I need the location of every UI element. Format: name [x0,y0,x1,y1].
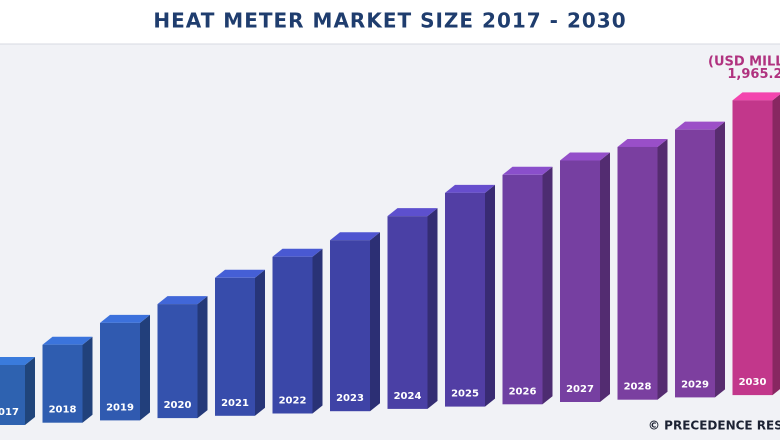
header-band [0,0,780,44]
bar-side [197,296,208,419]
bar-top [272,248,323,257]
bar-top [560,152,610,161]
bar [215,277,255,416]
bar-top [330,232,380,241]
bar [732,100,773,396]
bar-side [427,208,438,409]
bar-top [617,138,668,147]
bar [675,129,715,398]
bar-side [370,232,380,412]
x-tick-label: 2027 [566,384,594,395]
bar-top [675,121,725,130]
bar-top [502,166,553,175]
x-tick-label: 2029 [681,379,709,390]
bar-top [157,296,208,305]
x-tick-label: 2028 [624,382,652,393]
bar [502,174,543,405]
x-tick-label: 2025 [451,389,479,400]
x-tick-label: 2021 [221,398,249,409]
x-tick-label: 2026 [509,386,537,397]
bar-top [100,314,150,323]
bar-side [485,184,495,407]
bar-side [25,357,35,425]
chart-title: HEAT METER MARKET SIZE 2017 - 2030 [153,9,626,33]
bar-top [732,92,780,101]
bar-side [255,269,265,416]
bar-side [82,336,93,423]
bar-side [657,138,668,400]
bar [617,146,658,400]
x-tick-label: 2020 [164,400,192,411]
bar-side [600,152,610,402]
source-credit: © PRECEDENCE RES [648,419,780,433]
x-tick-label: 2024 [394,391,422,402]
x-tick-label: 2018 [49,405,77,416]
bar-top [387,208,438,217]
bar-top [0,357,35,365]
bar [330,240,370,412]
x-tick-label: 2030 [739,377,767,388]
unit-label: (USD MILLIO [708,55,780,70]
bar-top [445,184,495,193]
bar [445,192,485,407]
bar [387,216,428,409]
bar-side [140,314,150,421]
x-tick-label: 2023 [336,393,364,404]
bar [272,256,313,414]
value-label: 1,965.2 [727,67,780,82]
bar-side [772,94,780,396]
bar-side [312,248,323,414]
bar-side [542,166,553,405]
bar-top [215,269,265,278]
bar-top [42,336,93,345]
x-tick-label: 2022 [279,396,307,407]
x-tick-label: 2019 [106,402,134,413]
bar [157,304,198,419]
bar [42,344,83,423]
x-tick-label: 2017 [0,407,19,418]
bar [100,322,140,421]
bar [560,160,600,402]
bar-side [715,121,725,398]
bar [0,365,25,425]
